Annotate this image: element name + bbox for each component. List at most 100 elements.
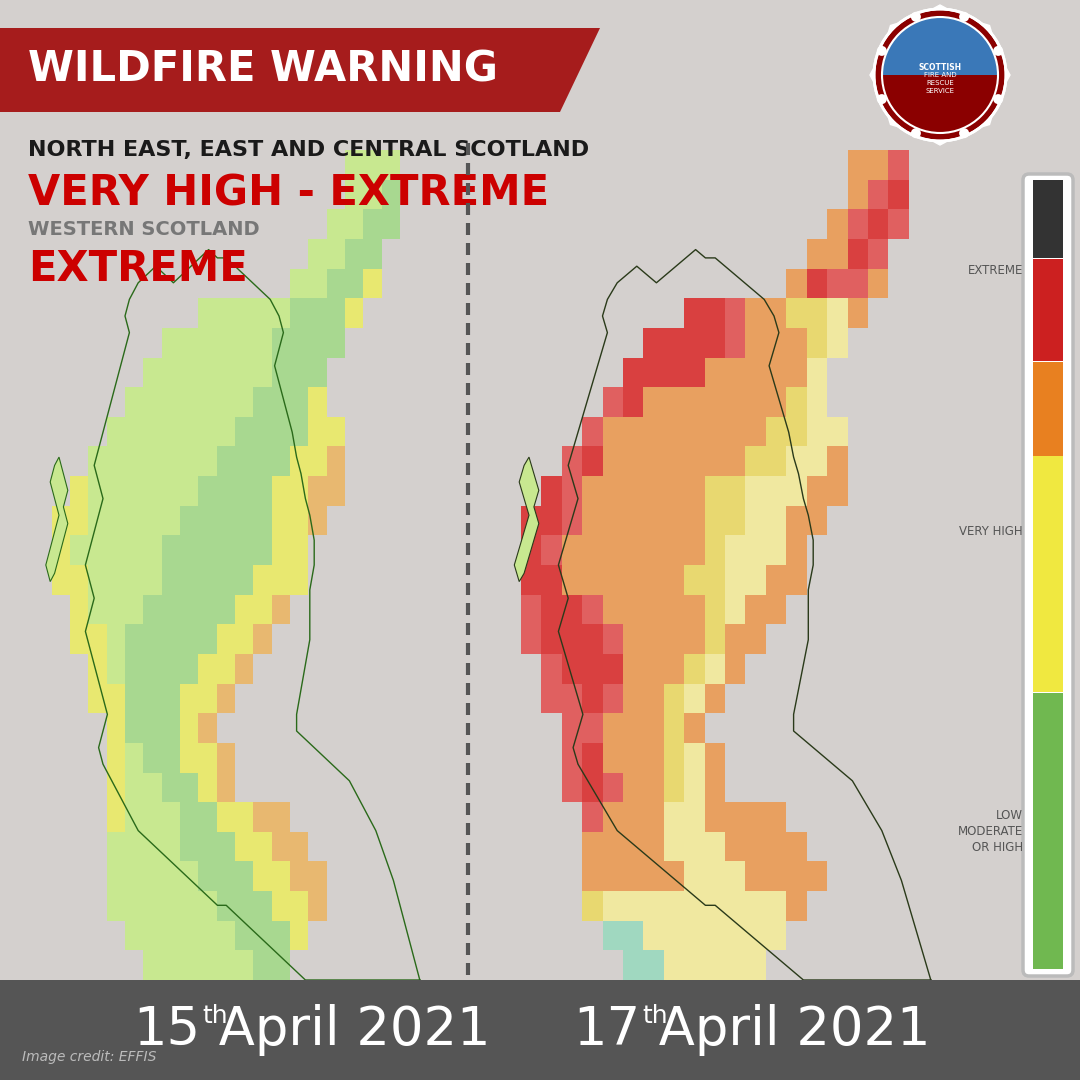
- Bar: [199, 862, 217, 891]
- Text: EXTREME: EXTREME: [968, 265, 1023, 278]
- Bar: [254, 565, 272, 595]
- Bar: [199, 505, 217, 536]
- Bar: [345, 179, 363, 210]
- Bar: [272, 446, 291, 476]
- Bar: [254, 862, 272, 891]
- Bar: [704, 684, 725, 713]
- Bar: [603, 743, 623, 772]
- Bar: [254, 387, 272, 417]
- Bar: [52, 565, 70, 595]
- Bar: [308, 417, 326, 446]
- Bar: [582, 772, 603, 802]
- Bar: [745, 891, 766, 921]
- Bar: [704, 743, 725, 772]
- Bar: [745, 387, 766, 417]
- Bar: [217, 772, 235, 802]
- Bar: [745, 950, 766, 980]
- Bar: [235, 298, 254, 328]
- Bar: [326, 239, 345, 269]
- Bar: [89, 684, 107, 713]
- Bar: [684, 328, 704, 357]
- Text: WESTERN SCOTLAND: WESTERN SCOTLAND: [28, 220, 259, 239]
- Bar: [144, 862, 162, 891]
- Bar: [623, 950, 644, 980]
- Bar: [664, 536, 684, 565]
- Bar: [381, 150, 400, 179]
- Bar: [272, 565, 291, 595]
- Bar: [704, 921, 725, 950]
- Bar: [162, 476, 180, 505]
- Bar: [664, 387, 684, 417]
- Bar: [541, 595, 562, 624]
- Bar: [180, 536, 199, 565]
- Bar: [125, 862, 144, 891]
- Bar: [326, 417, 345, 446]
- Bar: [725, 387, 745, 417]
- Bar: [162, 802, 180, 832]
- Bar: [291, 565, 308, 595]
- Bar: [623, 536, 644, 565]
- Bar: [704, 862, 725, 891]
- Bar: [562, 565, 582, 595]
- Bar: [725, 417, 745, 446]
- Bar: [562, 684, 582, 713]
- Bar: [199, 891, 217, 921]
- Bar: [291, 298, 308, 328]
- Bar: [745, 446, 766, 476]
- Bar: [199, 802, 217, 832]
- Bar: [217, 653, 235, 684]
- Bar: [144, 565, 162, 595]
- Bar: [644, 505, 664, 536]
- Bar: [644, 743, 664, 772]
- Bar: [217, 446, 235, 476]
- Bar: [199, 921, 217, 950]
- Bar: [180, 743, 199, 772]
- Bar: [644, 832, 664, 862]
- Bar: [235, 446, 254, 476]
- Bar: [217, 505, 235, 536]
- Bar: [644, 357, 664, 387]
- Bar: [664, 505, 684, 536]
- Bar: [125, 387, 144, 417]
- Bar: [582, 862, 603, 891]
- Bar: [684, 772, 704, 802]
- Bar: [162, 713, 180, 743]
- Wedge shape: [882, 17, 998, 75]
- Bar: [272, 536, 291, 565]
- Bar: [541, 505, 562, 536]
- Bar: [0, 980, 1080, 1080]
- Bar: [235, 476, 254, 505]
- Bar: [217, 387, 235, 417]
- Bar: [180, 802, 199, 832]
- Bar: [235, 328, 254, 357]
- Bar: [308, 387, 326, 417]
- Bar: [664, 950, 684, 980]
- Bar: [254, 536, 272, 565]
- Text: th: th: [202, 1004, 228, 1028]
- Bar: [562, 772, 582, 802]
- Bar: [704, 653, 725, 684]
- Bar: [725, 862, 745, 891]
- Bar: [745, 832, 766, 862]
- Bar: [704, 565, 725, 595]
- Bar: [725, 891, 745, 921]
- Bar: [363, 210, 381, 239]
- Bar: [363, 179, 381, 210]
- Bar: [541, 653, 562, 684]
- Bar: [144, 476, 162, 505]
- Bar: [272, 832, 291, 862]
- Bar: [562, 743, 582, 772]
- Bar: [180, 684, 199, 713]
- Bar: [272, 505, 291, 536]
- Bar: [786, 269, 807, 298]
- Bar: [162, 891, 180, 921]
- Bar: [623, 862, 644, 891]
- Bar: [603, 536, 623, 565]
- Text: RESCUE: RESCUE: [927, 80, 954, 86]
- Circle shape: [877, 45, 887, 56]
- Bar: [326, 476, 345, 505]
- Bar: [889, 179, 908, 210]
- Bar: [272, 476, 291, 505]
- Bar: [272, 417, 291, 446]
- Bar: [254, 921, 272, 950]
